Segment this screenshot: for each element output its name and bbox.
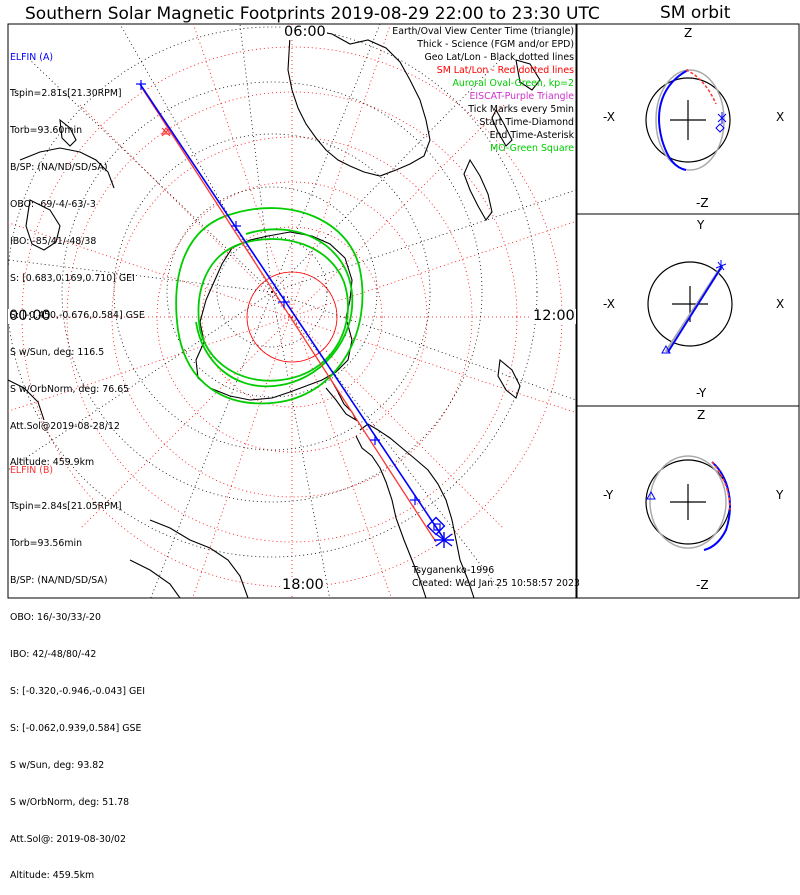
elfin-b-line: S: [-0.062,0.939,0.584] GSE <box>10 722 142 734</box>
clock-label-left: 00:00 <box>8 308 52 324</box>
orbit2-bottom: -Y <box>696 386 707 400</box>
elfin-a-line: Torb=93.60min <box>10 125 83 137</box>
elfin-a-line: S: [-0.450,-0.676,0.584] GSE <box>10 309 145 321</box>
elfin-b-line: B/SP: (NA/ND/SD/SA) <box>10 575 108 587</box>
orbit-panel-xz <box>645 69 731 171</box>
legend: Earth/Oval View Center Time (triangle) T… <box>324 26 574 156</box>
model-label: Tsyganenko-1996 <box>412 565 495 576</box>
clock-label-bottom: 18:00 <box>281 577 325 593</box>
elfin-a-name: ELFIN (A) <box>10 51 54 63</box>
legend-item: SM Lat/Lon - Red dotted lines <box>436 65 574 76</box>
elfin-b-line: Torb=93.56min <box>10 538 83 550</box>
elfin-a-track <box>136 80 454 548</box>
legend-item: Start Time-Diamond <box>479 117 574 128</box>
elfin-a-info: ELFIN (A) Tspin=2.81s[21.30RPM] Torb=93.… <box>10 27 145 482</box>
elfin-a-line: S: [0.683,0.169,0.710] GEI <box>10 272 135 284</box>
orbit1-bottom: -Z <box>696 196 709 210</box>
orbit3-right: Y <box>776 488 784 502</box>
legend-item: Geo Lat/Lon - Black dotted lines <box>424 52 574 63</box>
elfin-a-line: B/SP: (NA/ND/SD/SA) <box>10 162 108 174</box>
elfin-a-line: Altitude: 459.9km <box>10 457 95 469</box>
created-label: Created: Wed Jan 25 10:58:57 2023 <box>412 578 580 589</box>
elfin-b-line: OBO: 16/-30/33/-20 <box>10 612 101 624</box>
elfin-b-line: IBO: 42/-48/80/-42 <box>10 649 97 661</box>
elfin-b-line: Altitude: 459.5km <box>10 870 95 882</box>
elfin-a-line: IBO: -85/41/-48/38 <box>10 236 97 248</box>
elfin-b-info: ELFIN (B) Tspin=2.84s[21.05RPM] Torb=93.… <box>10 440 145 895</box>
orbit2-left: -X <box>603 297 615 311</box>
elfin-b-track <box>141 87 437 543</box>
legend-item: Auroral Oval-Green, kp=2 <box>452 78 574 89</box>
auroral-oval <box>175 207 364 405</box>
elfin-a-line: Att.Sol@2019-08-28/12 <box>10 420 120 432</box>
orbit-panel-xy <box>647 260 733 354</box>
elfin-a-line: S w/Sun, deg: 116.5 <box>10 346 105 358</box>
orbit1-right: X <box>776 110 785 124</box>
orbit2-right: X <box>776 297 785 311</box>
plot-title: Southern Solar Magnetic Footprints 2019-… <box>25 4 600 24</box>
geo-grid <box>8 24 576 598</box>
legend-item: Tick Marks every 5min <box>468 104 574 115</box>
elfin-b-line: Att.Sol@: 2019-08-30/02 <box>10 833 126 845</box>
elfin-b-line: S: [-0.320,-0.946,-0.043] GEI <box>10 685 145 697</box>
orbit-frame <box>576 23 800 599</box>
legend-item: End Time-Asterisk <box>489 130 574 141</box>
elfin-b-name: ELFIN (B) <box>10 464 54 476</box>
orbit-title: SM orbit <box>660 3 731 23</box>
orbit3-bottom: -Z <box>696 578 709 592</box>
footprint-map <box>7 23 800 599</box>
legend-item: Thick - Science (FGM and/or EPD) <box>417 39 574 50</box>
elfin-a-line: Tspin=2.81s[21.30RPM] <box>10 88 122 100</box>
elfin-b-line: S w/Sun, deg: 93.82 <box>10 759 105 771</box>
orbit1-top: Z <box>684 26 693 40</box>
clock-label-right: 12:00 <box>532 308 576 324</box>
elfin-a-line: S w/OrbNorm, deg: 76.65 <box>10 383 130 395</box>
elfin-b-line: Tspin=2.84s[21.05RPM] <box>10 501 122 513</box>
orbit3-left: -Y <box>603 488 614 502</box>
orbit3-top: Z <box>697 408 706 422</box>
orbit2-top: Y <box>697 218 705 232</box>
orbit-panel-yz <box>645 455 731 551</box>
legend-item: MO-Green Square <box>490 143 574 154</box>
clock-label-top: 06:00 <box>283 24 327 40</box>
orbit1-left: -X <box>603 110 615 124</box>
legend-item: EISCAT-Purple Triangle <box>469 91 574 102</box>
elfin-b-line: S w/OrbNorm, deg: 51.78 <box>10 796 130 808</box>
coastlines <box>8 29 541 598</box>
elfin-a-line: OBO: -69/-4/-63/-3 <box>10 199 96 211</box>
legend-item: Earth/Oval View Center Time (triangle) <box>392 26 574 37</box>
